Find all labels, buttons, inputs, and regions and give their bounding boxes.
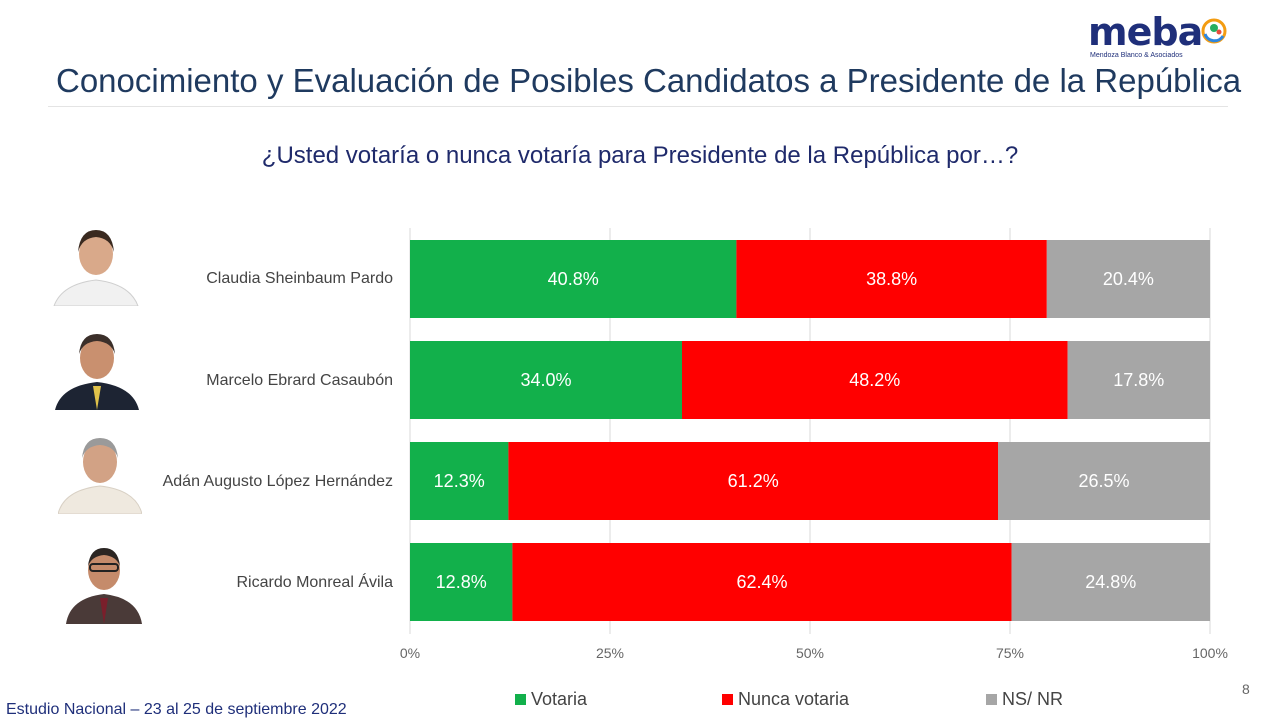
bar-segment xyxy=(998,442,1210,520)
candidate-photo-icon xyxy=(52,218,140,306)
data-label: 12.8% xyxy=(436,572,487,592)
data-label: 61.2% xyxy=(728,471,779,491)
legend-swatch xyxy=(515,694,526,705)
candidate-photo-icon xyxy=(58,428,142,514)
title-divider xyxy=(48,106,1228,107)
logo-tagline: Mendoza Blanco & Asociados xyxy=(1090,52,1183,59)
bar-segment xyxy=(410,543,513,621)
bar-segment xyxy=(512,543,1012,621)
data-label: 12.3% xyxy=(434,471,485,491)
x-tick-label: 50% xyxy=(796,645,824,661)
legend-label: NS/ NR xyxy=(1002,689,1064,709)
legend-item: Nunca votaria xyxy=(722,689,849,710)
legend-swatch xyxy=(986,694,997,705)
bar-segment xyxy=(1046,240,1210,318)
data-label: 62.4% xyxy=(736,572,787,592)
legend-swatch xyxy=(722,694,733,705)
bar-segment xyxy=(410,341,682,419)
x-tick-label: 75% xyxy=(996,645,1024,661)
data-label: 34.0% xyxy=(520,370,571,390)
bar-segment xyxy=(410,442,509,520)
study-footnote: Estudio Nacional – 23 al 25 de septiembr… xyxy=(6,701,347,718)
page-title: Conocimiento y Evaluación de Posibles Ca… xyxy=(56,62,1242,99)
candidate-label: Ricardo Monreal Ávila xyxy=(236,574,393,591)
logo-wordmark: meba xyxy=(1088,10,1203,54)
candidate-photo-icon xyxy=(66,534,142,624)
candidate-label: Claudia Sheinbaum Pardo xyxy=(206,270,393,287)
data-label: 38.8% xyxy=(866,269,917,289)
bar-segment xyxy=(736,240,1047,318)
legend-label: Votaria xyxy=(531,689,588,709)
bar-segment xyxy=(1011,543,1210,621)
data-label: 24.8% xyxy=(1085,572,1136,592)
x-tick-label: 25% xyxy=(596,645,624,661)
meba-logo: meba Mendoza Blanco & Asociados xyxy=(1086,10,1236,64)
bar-segment xyxy=(682,341,1068,419)
meba-logo-mark-icon xyxy=(1201,18,1227,44)
candidate-photo-icon xyxy=(55,322,139,410)
candidate-label: Marcelo Ebrard Casaubón xyxy=(206,372,393,389)
data-label: 26.5% xyxy=(1078,471,1129,491)
x-tick-label: 0% xyxy=(400,645,420,661)
x-tick-label: 100% xyxy=(1192,645,1228,661)
data-label: 48.2% xyxy=(849,370,900,390)
bar-segment xyxy=(1067,341,1210,419)
chart-question: ¿Usted votaría o nunca votaría para Pres… xyxy=(261,142,1019,169)
candidate-label: Adán Augusto López Hernández xyxy=(162,473,393,490)
legend-label: Nunca votaria xyxy=(738,689,850,709)
page-number: 8 xyxy=(1242,681,1250,697)
data-label: 40.8% xyxy=(548,269,599,289)
data-label: 20.4% xyxy=(1103,269,1154,289)
data-label: 17.8% xyxy=(1113,370,1164,390)
bar-segment xyxy=(508,442,998,520)
legend-item: NS/ NR xyxy=(986,689,1063,710)
legend-item: Votaria xyxy=(515,689,587,710)
bar-segment xyxy=(410,240,737,318)
